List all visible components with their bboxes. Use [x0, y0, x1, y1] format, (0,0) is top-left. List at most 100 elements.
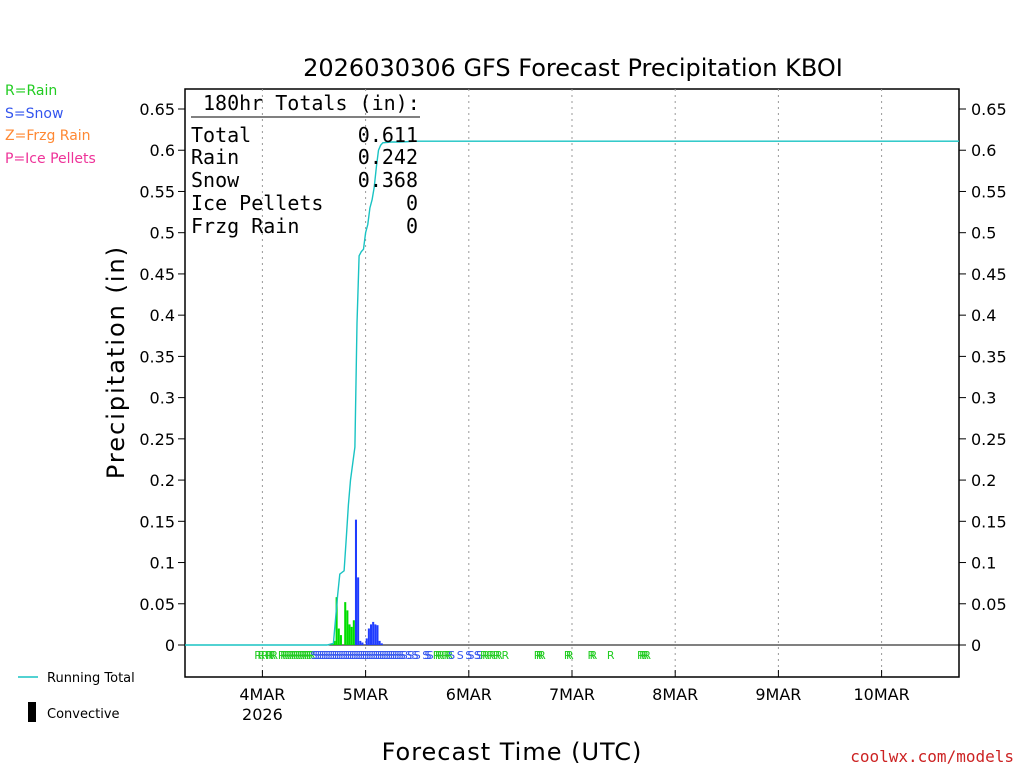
ptype-code: R [302, 649, 310, 662]
y-tick-label-right: 0.1 [971, 554, 996, 573]
y-tick-label: 0.15 [139, 512, 175, 531]
ptype-code: S [465, 649, 472, 662]
ptype-code: R [280, 649, 288, 662]
ptype-code: R [299, 649, 307, 662]
credit-text: coolwx.com/models [850, 747, 1014, 766]
ptype-code: R [268, 649, 276, 662]
ptype-code: S [424, 649, 431, 662]
y-axis-label: Precipitation (in) [102, 245, 130, 479]
ptype-code: R [435, 649, 443, 662]
y-tick-label-right: 0.05 [971, 595, 1007, 614]
y-tick-label-right: 0.45 [971, 265, 1007, 284]
precip-bar-snow [380, 643, 383, 645]
ptype-code: S [336, 649, 343, 662]
legend-snow: S=Snow [5, 106, 63, 122]
ptype-code: S [371, 649, 378, 662]
ptype-code: R [489, 649, 497, 662]
y-tick-label-right: 0.55 [971, 182, 1007, 201]
ptype-code: R [443, 649, 451, 662]
totals-box: 180hr Totals (in): Total 0.611 Rain 0.24… [191, 91, 420, 238]
ptype-code: R [588, 649, 596, 662]
ptype-code: S [330, 649, 337, 662]
precip-bar-snow [372, 621, 375, 645]
ptype-code: R [304, 649, 312, 662]
ptype-code: S [414, 649, 421, 662]
precip-bar-rain [352, 620, 355, 645]
ptype-code: R [270, 649, 278, 662]
ptype-code: S [315, 649, 322, 662]
ptype-code: R [566, 649, 574, 662]
ptype-code: R [297, 649, 305, 662]
totals-label-total: Total [191, 123, 251, 147]
precip-bar-snow [365, 638, 368, 645]
ptype-code: R [493, 649, 501, 662]
x-tick-label: 9MAR [755, 685, 801, 704]
ptype-code: R [643, 649, 651, 662]
y-axis-right: 0 0.05 0.1 0.15 0.2 0.25 0.3 0.35 0.4 0.45 0.5 0.55… [959, 100, 1007, 655]
bottom-legend: Running Total Convective [18, 671, 135, 722]
ptype-code: S [328, 649, 335, 662]
ptype-code: R [282, 649, 290, 662]
convective-swatch [28, 702, 36, 722]
y-tick-label-right: 0.2 [971, 471, 996, 490]
y-tick-label: 0 [165, 636, 175, 655]
ptype-code: S [412, 649, 419, 662]
ptype-code: R [502, 649, 510, 662]
x-tick-label: 4MAR [239, 685, 285, 704]
ptype-code: R [278, 649, 286, 662]
ptype-code: S [457, 649, 464, 662]
ptype-code: S [422, 649, 429, 662]
ptype-code: S [317, 649, 324, 662]
x-tick-label: 5MAR [343, 685, 389, 704]
precip-bar-snow [354, 519, 357, 645]
ptype-code: R [641, 649, 649, 662]
y-tick-label: 0.55 [139, 182, 175, 201]
legend-frzg-rain: Z=Frzg Rain [5, 128, 91, 144]
y-tick-label: 0.05 [139, 595, 175, 614]
y-tick-label-right: 0.35 [971, 347, 1007, 366]
ptype-code: S [351, 649, 358, 662]
ptype-code: S [323, 649, 330, 662]
ptype-code: S [394, 649, 401, 662]
ptype-code: S [448, 649, 455, 662]
precip-bar-snow [367, 628, 370, 645]
precip-bar-rain [339, 635, 342, 645]
ptype-code: R [254, 649, 262, 662]
y-tick-label: 0.1 [150, 554, 175, 573]
ptype-code: S [347, 649, 354, 662]
ptype-code: S [386, 649, 393, 662]
y-tick-label: 0.2 [150, 471, 175, 490]
ptype-code: S [377, 649, 384, 662]
ptype-code: S [405, 649, 412, 662]
ptype-code: R [482, 649, 490, 662]
ptype-code: R [306, 649, 314, 662]
y-tick-label: 0.45 [139, 265, 175, 284]
y-axis-left: 0 0.05 0.1 0.15 0.2 0.25 0.3 0.35 0.4 0.45 0.5 0.55… [139, 100, 185, 655]
ptype-code: S [373, 649, 380, 662]
y-tick-label-right: 0.25 [971, 430, 1007, 449]
ptype-code: R [607, 649, 615, 662]
chart-title: 2026030306 GFS Forecast Precipitation KB… [303, 54, 843, 82]
ptype-code: S [364, 649, 371, 662]
running-total-legend-label: Running Total [47, 671, 135, 686]
precip-bar-rain [335, 597, 338, 645]
legend-ice-pellets: P=Ice Pellets [5, 151, 96, 167]
legend-rain: R=Rain [5, 83, 57, 99]
totals-label-rain: Rain [191, 145, 239, 169]
ptype-code: S [319, 649, 326, 662]
ptype-code: S [467, 649, 474, 662]
ptype-code: R [486, 649, 494, 662]
y-tick-label-right: 0.15 [971, 512, 1007, 531]
precip-bar-rain [344, 602, 347, 645]
y-tick-label: 0.5 [150, 224, 175, 243]
ptype-code: R [637, 649, 645, 662]
totals-value-rain: 0.242 [358, 145, 418, 169]
totals-value-total: 0.611 [358, 123, 418, 147]
ptype-code: S [474, 649, 481, 662]
ptype-code: R [534, 649, 542, 662]
ptype-code: S [334, 649, 341, 662]
ptype-code: S [345, 649, 352, 662]
y-tick-label-right: 0.4 [971, 306, 996, 325]
ptype-code: R [433, 649, 441, 662]
